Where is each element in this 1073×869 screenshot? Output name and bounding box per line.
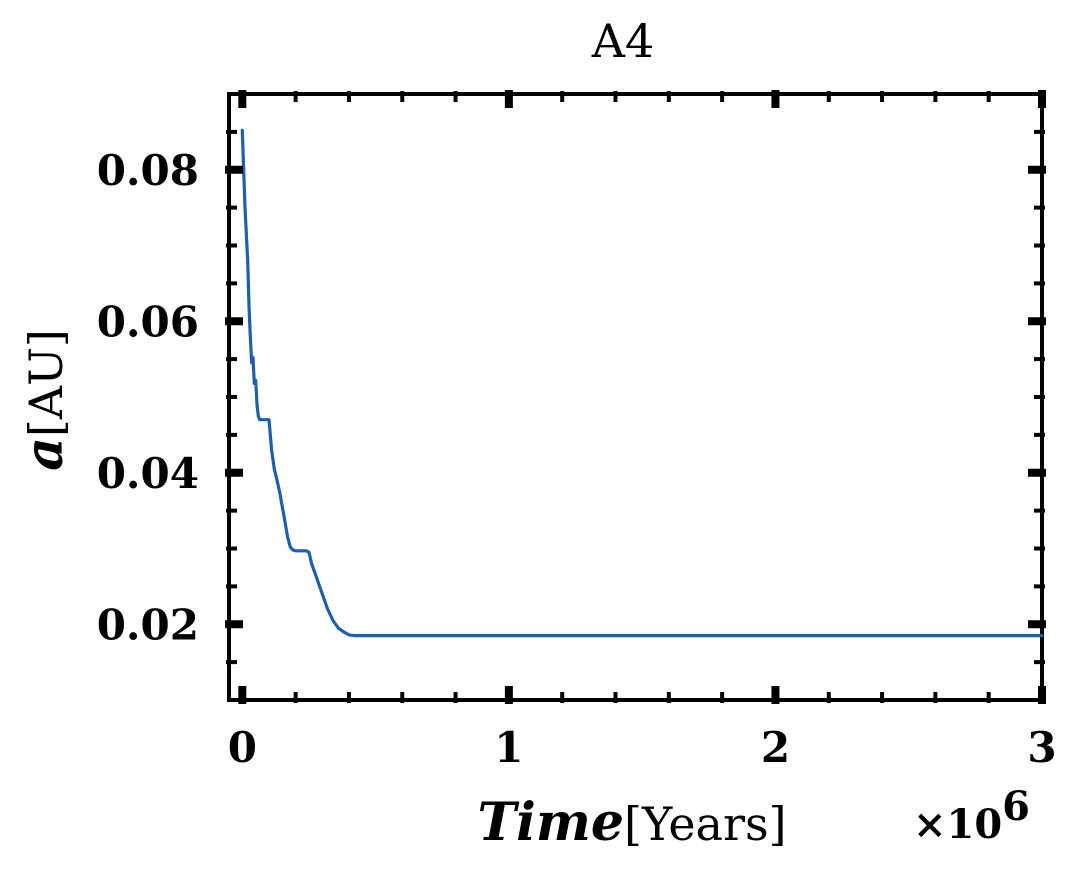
- x-tick-label-2: 2: [761, 723, 790, 772]
- chart-title: A4: [591, 14, 655, 68]
- x-tick-labels: 0 1 2 3: [228, 723, 1057, 772]
- x-axis-multiplier-exponent: 6: [1002, 783, 1030, 830]
- x-axis-label: Time[Years]: [477, 792, 786, 853]
- y-tick-label-0: 0.02: [97, 600, 199, 649]
- y-axis-variable: a: [14, 437, 75, 471]
- x-tick-label-0: 0: [228, 723, 257, 772]
- axis-ticks: [225, 90, 1046, 704]
- y-tick-label-3: 0.08: [97, 146, 199, 195]
- plot-area: [227, 92, 1044, 702]
- y-tick-label-1: 0.04: [97, 449, 199, 498]
- y-tick-label-2: 0.06: [97, 297, 199, 346]
- plot-border: [227, 92, 1044, 702]
- y-axis-label: a[AU]: [14, 329, 75, 471]
- series-line: [240, 128, 1044, 638]
- x-tick-label-1: 1: [494, 723, 523, 772]
- x-axis-variable: Time: [477, 792, 624, 853]
- x-axis-multiplier-base: ×10: [913, 801, 1002, 848]
- y-tick-labels: 0.02 0.04 0.06 0.08: [97, 146, 199, 650]
- x-axis-unit: [Years]: [624, 797, 787, 851]
- y-axis-unit: [AU]: [19, 329, 73, 437]
- x-tick-label-3: 3: [1027, 723, 1056, 772]
- x-axis-multiplier: ×106: [913, 783, 1030, 848]
